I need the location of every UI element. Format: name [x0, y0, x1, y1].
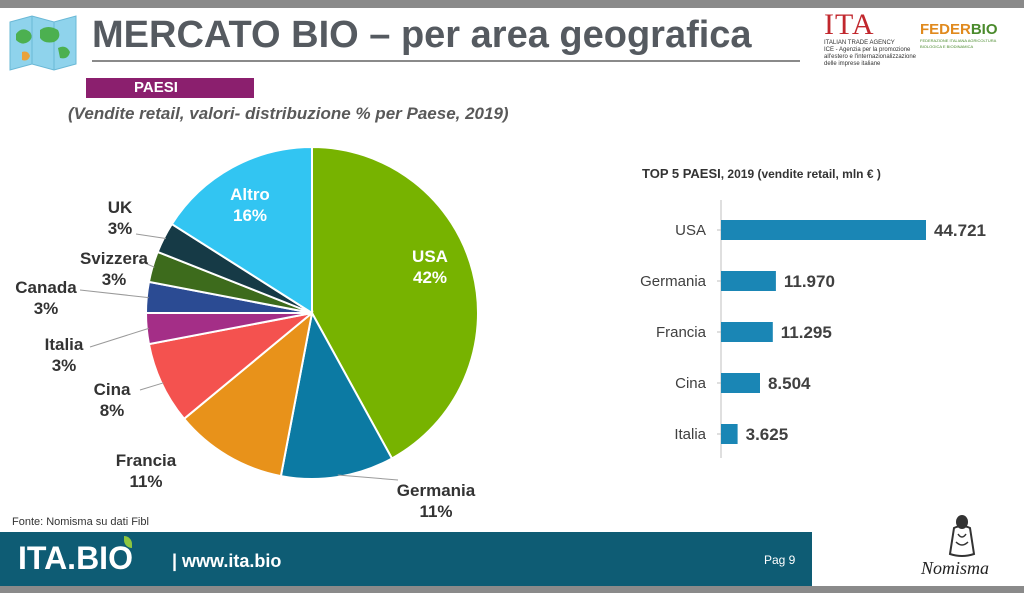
bar-francia: [721, 322, 773, 342]
pie-label-altro: Altro: [230, 185, 270, 204]
bar-cina: [721, 373, 760, 393]
world-map-icon: [9, 15, 77, 71]
pie-value-cina: 8%: [100, 401, 125, 420]
pie-value-italia: 3%: [52, 356, 77, 375]
footer-bar: [0, 532, 812, 586]
page-title: MERCATO BIO – per area geografica: [92, 14, 752, 56]
bar-chart-title-suffix: , 2019 (vendite retail, mln € ): [720, 167, 881, 181]
bar-value-usa: 44.721: [934, 221, 986, 240]
source-note: Fonte: Nomisma su dati Fibl: [12, 516, 149, 528]
pie-slice-usa: [311, 145, 479, 460]
federbio-logo-desc: FEDERAZIONE ITALIANA AGRICOLTURA BIOLOGI…: [920, 38, 997, 49]
pie-slice-francia: [182, 310, 314, 478]
bar-value-cina: 8.504: [768, 374, 811, 393]
bar-value-germania: 11.970: [784, 272, 835, 291]
federbio-logo-a: FEDER: [920, 21, 971, 38]
leader-line-uk: [135, 233, 166, 239]
bar-chart-title-main: TOP 5 PAESI: [642, 166, 721, 181]
pie-value-francia: 11%: [129, 472, 162, 491]
section-badge: PAESI: [86, 78, 254, 98]
leader-line-canada: [79, 289, 149, 299]
pie-slice-altro: [170, 145, 313, 315]
pie-slice-germania: [279, 310, 394, 481]
pie-label-usa: USA: [412, 247, 448, 266]
bottom-border: [0, 586, 1024, 593]
pie-value-uk: 3%: [108, 219, 133, 238]
nomisma-logo-text: Nomisma: [920, 558, 989, 578]
leader-line-germania: [337, 474, 399, 481]
pie-chart: USA 42% Germania 11% Francia 11% Cina 8% Italia 3…: [15, 145, 479, 520]
bar-category-cina: Cina: [675, 375, 707, 392]
bar-germania: [721, 271, 776, 291]
leader-line-italia: [89, 327, 149, 348]
pie-value-usa: 42%: [413, 268, 447, 287]
footer-url-link[interactable]: | www.ita.bio: [172, 551, 282, 571]
leader-line-cina: [139, 382, 164, 391]
itabio-logo: ITA.BIO: [18, 536, 133, 577]
bar-category-italia: Italia: [674, 426, 706, 443]
pie-value-canada: 3%: [34, 299, 59, 318]
pie-value-germania: 11%: [419, 502, 452, 520]
pie-label-uk: UK: [108, 198, 133, 217]
title-underline: [92, 60, 800, 62]
bar-category-usa: USA: [675, 222, 706, 239]
nomisma-logo: Nomisma: [900, 512, 1010, 582]
pie-label-francia: Francia: [116, 451, 177, 470]
page-number: Pag 9: [764, 553, 796, 567]
pie-label-italia: Italia: [45, 335, 84, 354]
chart-subtitle: (Vendite retail, valori- distribuzione %…: [68, 104, 509, 123]
pie-label-canada: Canada: [15, 278, 77, 297]
bar-italia: [721, 424, 738, 444]
bar-category-francia: Francia: [656, 324, 707, 341]
pie-label-svizzera: Svizzera: [80, 249, 149, 268]
bar-value-francia: 11.295: [781, 323, 832, 342]
leader-line-svizzera: [139, 260, 155, 268]
bar-category-germania: Germania: [640, 273, 707, 290]
itabio-logo-text: ITA.BIO: [18, 540, 133, 576]
leaf-icon: [124, 536, 132, 548]
pie-value-svizzera: 3%: [102, 270, 127, 289]
ita-logo-name: ITALIAN TRADE AGENCY: [824, 40, 895, 46]
pie-label-cina: Cina: [94, 380, 131, 399]
ita-logo-mark: ITA: [824, 8, 875, 41]
ita-logo-desc: ICE - Agenzia per la promozione all'este…: [824, 47, 917, 67]
bar-usa: [721, 220, 926, 240]
bar-chart-title: TOP 5 PAESI, 2019 (vendite retail, mln €…: [642, 166, 881, 181]
pie-value-altro: 16%: [233, 206, 267, 225]
bar-value-italia: 3.625: [746, 425, 789, 444]
federbio-logo: FEDERBIO FEDERAZIONE ITALIANA AGRICOLTUR…: [920, 22, 1016, 62]
ita-logo: ITA ITALIAN TRADE AGENCY ICE - Agenzia p…: [824, 8, 917, 68]
top-border: [0, 0, 1024, 8]
federbio-logo-b: BIO: [970, 21, 998, 38]
pie-label-germania: Germania: [397, 481, 476, 500]
nomisma-statue-icon: [948, 515, 976, 557]
bar-chart: USA 44.721 Germania 11.970 Francia 11.295 Cina…: [640, 200, 986, 458]
